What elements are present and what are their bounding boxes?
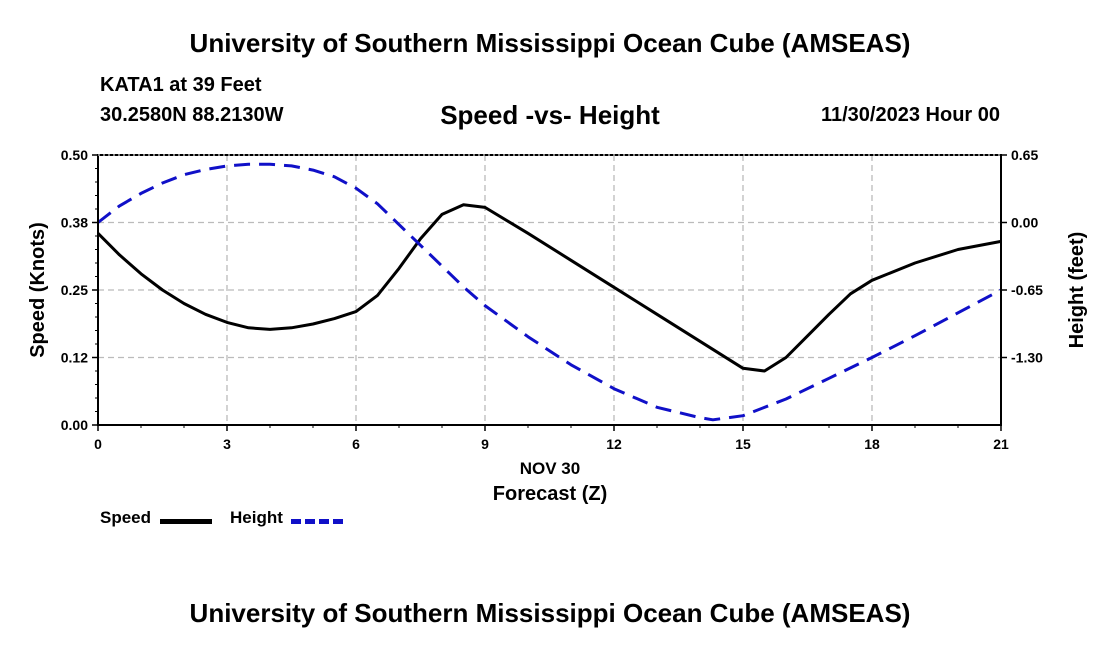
y2-tick-label: -1.30 xyxy=(1011,350,1043,366)
x-tick-label: 6 xyxy=(352,436,360,452)
series-layer xyxy=(96,162,1002,422)
x-tick-label: 12 xyxy=(606,436,622,452)
legend-speed-label: Speed xyxy=(100,508,152,527)
chart-subtitle: Speed -vs- Height xyxy=(440,100,660,130)
x-tick-label: 3 xyxy=(223,436,231,452)
station-label: KATA1 at 39 Feet xyxy=(100,74,262,96)
legend-speed-swatch xyxy=(160,519,212,524)
y-tick-label: 0.25 xyxy=(61,282,88,298)
y-axis-label: Speed (Knots) xyxy=(27,222,49,358)
height-series-line xyxy=(97,162,1002,422)
legend-height-label: Height xyxy=(230,508,283,527)
y-tick-label: 0.38 xyxy=(61,215,88,231)
y2-tick-label: 0.00 xyxy=(1011,215,1038,231)
y-tick-label: 0.00 xyxy=(61,417,88,433)
x-tick-label: 9 xyxy=(481,436,489,452)
y2-axis-label: Height (feet) xyxy=(1066,232,1088,349)
legend-height-swatch xyxy=(291,519,343,524)
y-tick-label: 0.50 xyxy=(61,147,88,163)
forecast-datetime: 11/30/2023 Hour 00 xyxy=(820,104,1000,126)
x-axis-label: Forecast (Z) xyxy=(493,483,607,505)
y2-tick-label: -0.65 xyxy=(1011,282,1043,298)
main-title: University of Southern Mississippi Ocean… xyxy=(189,28,911,58)
footer-title: University of Southern Mississippi Ocean… xyxy=(189,598,911,628)
x-tick-label: 15 xyxy=(735,436,751,452)
station-coordinates: 30.2580N 88.2130W xyxy=(100,104,284,126)
y2-tick-label: 0.65 xyxy=(1011,147,1038,163)
x-tick-label: 21 xyxy=(993,436,1009,452)
speed-series-line xyxy=(96,203,1002,373)
axis-layer: 0 3 6 9 12 15 18 21 0.00 0.12 0.25 0.38 0.50 -1.30 -0.… xyxy=(61,147,1043,452)
grid-layer xyxy=(98,155,1001,425)
x-tick-label: 18 xyxy=(864,436,880,452)
x-tick-label: 0 xyxy=(94,436,102,452)
x-axis-date-label: NOV 30 xyxy=(520,459,580,478)
y-tick-label: 0.12 xyxy=(61,350,88,366)
